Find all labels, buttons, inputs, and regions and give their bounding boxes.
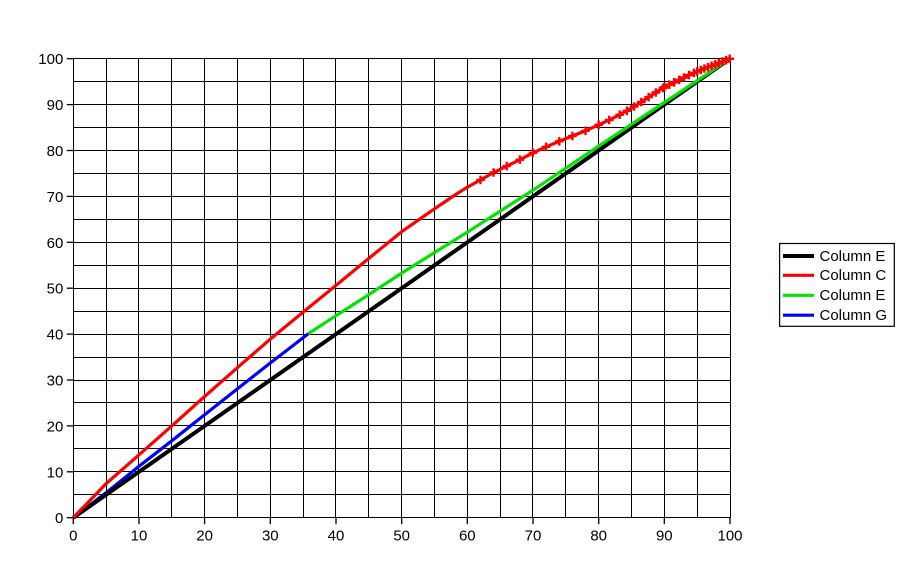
svg-text:70: 70: [47, 189, 64, 206]
svg-text:Column E: Column E: [820, 287, 886, 304]
svg-text:100: 100: [38, 51, 63, 68]
svg-text:30: 30: [262, 528, 279, 545]
svg-text:60: 60: [47, 235, 64, 252]
svg-text:Column E: Column E: [820, 248, 886, 265]
svg-text:10: 10: [131, 528, 148, 545]
svg-text:20: 20: [47, 418, 64, 435]
svg-text:10: 10: [47, 464, 64, 481]
svg-text:20: 20: [196, 528, 213, 545]
svg-text:40: 40: [47, 327, 64, 344]
svg-text:30: 30: [47, 373, 64, 390]
svg-text:Column G: Column G: [820, 307, 888, 324]
svg-text:100: 100: [717, 528, 742, 545]
svg-text:Column C: Column C: [820, 267, 887, 284]
svg-text:60: 60: [459, 528, 476, 545]
svg-text:80: 80: [47, 143, 64, 160]
svg-text:40: 40: [328, 528, 345, 545]
svg-text:0: 0: [55, 510, 63, 527]
svg-text:50: 50: [47, 281, 64, 298]
svg-text:80: 80: [590, 528, 607, 545]
svg-text:90: 90: [47, 97, 64, 114]
svg-text:70: 70: [525, 528, 542, 545]
svg-text:0: 0: [69, 528, 77, 545]
svg-text:50: 50: [393, 528, 410, 545]
svg-text:90: 90: [656, 528, 673, 545]
